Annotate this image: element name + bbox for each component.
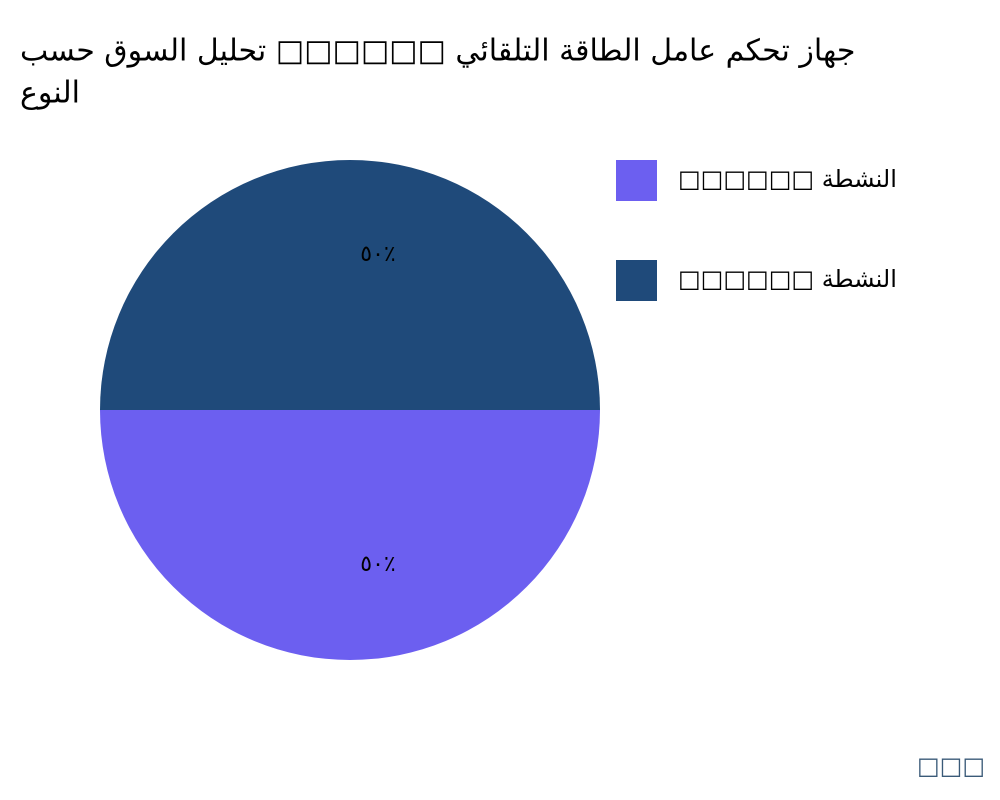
- legend-label: □□□□□□ النشطة: [678, 265, 897, 293]
- legend-swatch: [616, 160, 657, 201]
- slice-label: ٥٠٪: [360, 242, 395, 267]
- chart-title: جهاز تحكم عامل الطاقة التلقائي □□□□□□ تح…: [20, 34, 855, 69]
- pie-slice: [100, 160, 600, 410]
- legend-label: □□□□□□ النشطة: [678, 165, 897, 193]
- legend-swatch: [616, 260, 657, 301]
- chart-title: النوع: [20, 76, 80, 111]
- slice-label: ٥٠٪: [360, 552, 395, 577]
- note: □□□: [917, 752, 985, 780]
- pie-slice: [100, 410, 600, 660]
